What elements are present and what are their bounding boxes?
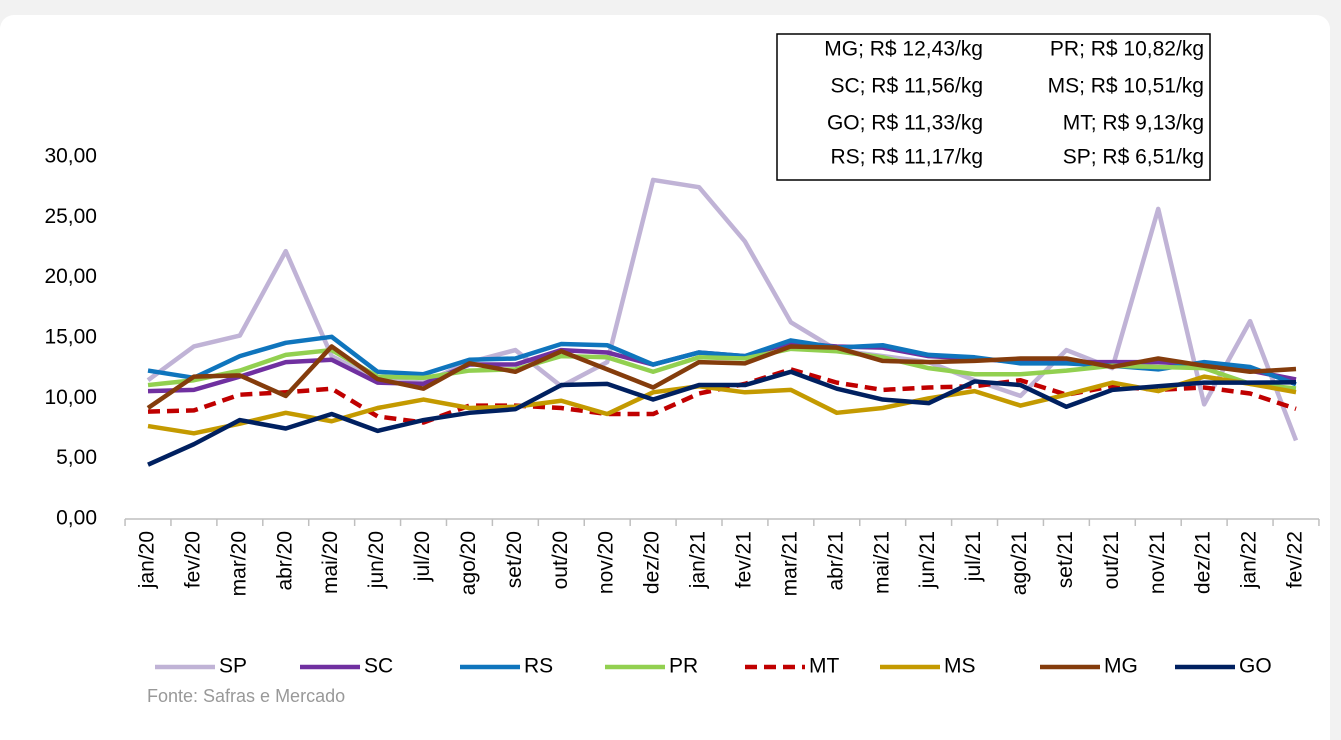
legend-label: PR	[669, 655, 698, 678]
legend-label: SP	[219, 655, 247, 678]
annotation: MT; R$ 9,13/kg	[1063, 112, 1204, 135]
annotation: RS; R$ 11,17/kg	[830, 146, 983, 169]
annotation: SC; R$ 11,56/kg	[830, 75, 983, 98]
x-tick-label: ago/21	[1008, 531, 1031, 595]
x-tick-label: mai/20	[319, 531, 342, 594]
x-tick-label: jul/20	[411, 531, 434, 582]
x-tick-label: mar/20	[227, 531, 250, 596]
annotation: SP; R$ 6,51/kg	[1063, 146, 1204, 169]
legend-label: GO	[1239, 655, 1272, 678]
legend-label: RS	[524, 655, 553, 678]
x-tick-label: jan/21	[687, 531, 710, 589]
legend-label: MG	[1104, 655, 1138, 678]
annotation: MS; R$ 10,51/kg	[1048, 75, 1204, 98]
x-tick-label: set/20	[503, 531, 526, 588]
y-tick-label: 20,00	[44, 265, 97, 288]
x-tick-label: fev/20	[181, 531, 204, 588]
x-tick-label: fev/22	[1284, 531, 1307, 588]
y-tick-label: 5,00	[56, 446, 97, 469]
x-tick-label: abr/20	[273, 531, 296, 591]
annotation: PR; R$ 10,82/kg	[1050, 38, 1204, 61]
x-tick-label: dez/21	[1192, 531, 1215, 594]
x-tick-label: jul/21	[962, 531, 985, 582]
legend-label: MS	[944, 655, 976, 678]
y-tick-label: 0,00	[56, 507, 97, 530]
x-tick-label: mar/21	[778, 531, 801, 596]
x-tick-label: out/21	[1100, 531, 1123, 589]
x-tick-label: nov/21	[1146, 531, 1169, 594]
x-tick-label: abr/21	[824, 531, 847, 591]
x-tick-label: jun/21	[916, 531, 939, 589]
x-tick-label: jan/20	[136, 531, 159, 589]
y-tick-label: 30,00	[44, 145, 97, 168]
annotation: GO; R$ 11,33/kg	[827, 112, 983, 135]
x-tick-label: jun/20	[365, 531, 388, 589]
x-tick-label: dez/20	[641, 531, 664, 594]
x-tick-label: nov/20	[595, 531, 618, 594]
legend-label: MT	[809, 655, 839, 678]
x-tick-label: ago/20	[457, 531, 480, 595]
annotation-box	[776, 33, 1211, 181]
x-tick-label: out/20	[549, 531, 572, 589]
x-tick-label: mai/21	[870, 531, 893, 594]
source: Fonte: Safras e Mercado	[147, 686, 345, 706]
annotation: MG; R$ 12,43/kg	[824, 38, 983, 61]
x-tick-label: jan/22	[1238, 531, 1261, 589]
series-line	[146, 344, 1297, 410]
legend-label: SC	[364, 655, 393, 678]
y-tick-label: 10,00	[44, 386, 97, 409]
y-tick-label: 15,00	[44, 326, 97, 349]
x-tick-label: set/21	[1054, 531, 1077, 588]
series-line	[147, 369, 1297, 467]
y-tick-label: 25,00	[44, 205, 97, 228]
x-tick-label: fev/21	[733, 531, 756, 588]
card	[0, 15, 1330, 740]
